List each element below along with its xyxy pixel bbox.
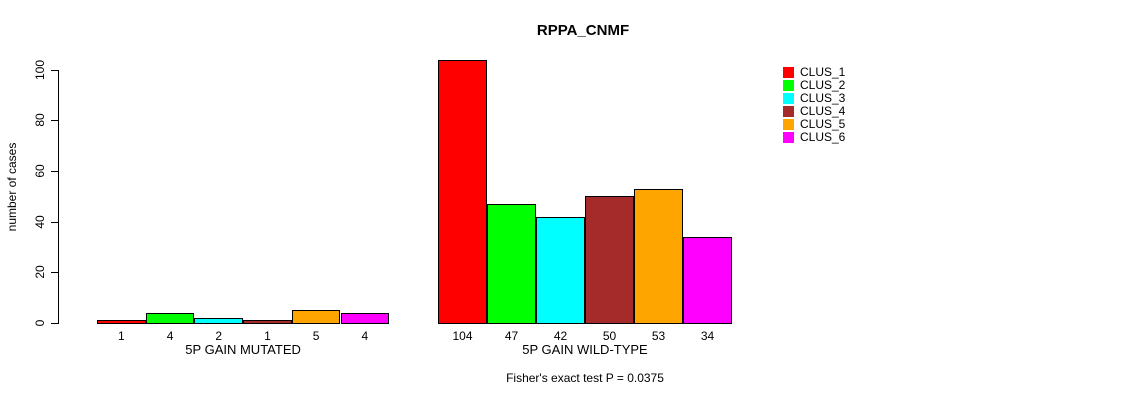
- y-tick-label: 40: [33, 214, 47, 229]
- legend-label: CLUS_2: [800, 78, 846, 92]
- bar-value-label: 42: [553, 329, 568, 343]
- y-tick-label: 100: [33, 59, 47, 80]
- bar-value-label: 47: [504, 329, 519, 343]
- bar-clus_1: [438, 60, 487, 324]
- bar-value-label: 104: [452, 329, 473, 343]
- bar-clus_3: [194, 318, 244, 324]
- bar-clus_5: [291, 310, 341, 324]
- chart-title: RPPA_CNMF: [536, 22, 630, 39]
- bar-clus_4: [585, 196, 634, 324]
- y-tick-label: 0: [33, 319, 47, 327]
- bar-clus_6: [683, 237, 732, 324]
- legend-swatch-clus_4: [783, 106, 794, 117]
- y-axis-label: number of cases: [5, 142, 19, 232]
- y-axis-tick: [51, 272, 58, 274]
- y-axis-line: [58, 69, 59, 324]
- bar-clus_3: [536, 217, 585, 324]
- bar-clus_2: [487, 204, 536, 324]
- legend-label: CLUS_3: [800, 91, 846, 105]
- y-axis-tick: [51, 221, 58, 223]
- legend-label: CLUS_6: [800, 130, 846, 144]
- legend-label: CLUS_4: [800, 104, 846, 118]
- bar-value-label: 34: [700, 329, 715, 343]
- bar-value-label: 4: [166, 329, 174, 343]
- bar-value-label: 50: [602, 329, 617, 343]
- bar-clus_4: [243, 320, 292, 324]
- bar-value-label: 1: [264, 329, 271, 343]
- y-axis-tick: [51, 171, 58, 173]
- legend-label: CLUS_5: [800, 117, 846, 131]
- legend-swatch-clus_3: [783, 93, 794, 104]
- legend-swatch-clus_1: [783, 67, 794, 78]
- bar-value-label: 53: [651, 329, 666, 343]
- y-tick-label: 60: [33, 164, 47, 178]
- bar-value-label: 2: [215, 329, 223, 343]
- y-tick-label: 20: [33, 265, 47, 280]
- legend-swatch-clus_2: [783, 80, 794, 91]
- bar-clus_5: [634, 189, 683, 324]
- bar-value-label: 1: [118, 329, 125, 343]
- legend-swatch-clus_5: [783, 119, 794, 130]
- group-label: 5P GAIN MUTATED: [185, 342, 301, 357]
- bar-clus_6: [340, 313, 390, 324]
- y-axis-tick: [51, 120, 58, 122]
- group-label: 5P GAIN WILD-TYPE: [522, 342, 648, 357]
- bar-clus_1: [97, 320, 146, 324]
- y-axis-tick: [51, 69, 58, 71]
- y-axis-tick: [51, 323, 58, 324]
- bar-clus_2: [145, 313, 195, 324]
- bar-value-label: 4: [361, 329, 369, 343]
- fisher-test-note: Fisher's exact test P = 0.0375: [506, 371, 664, 385]
- bar-value-label: 5: [312, 329, 320, 343]
- legend-swatch-clus_6: [783, 132, 794, 143]
- y-tick-label: 80: [33, 113, 47, 128]
- legend-label: CLUS_1: [800, 65, 846, 79]
